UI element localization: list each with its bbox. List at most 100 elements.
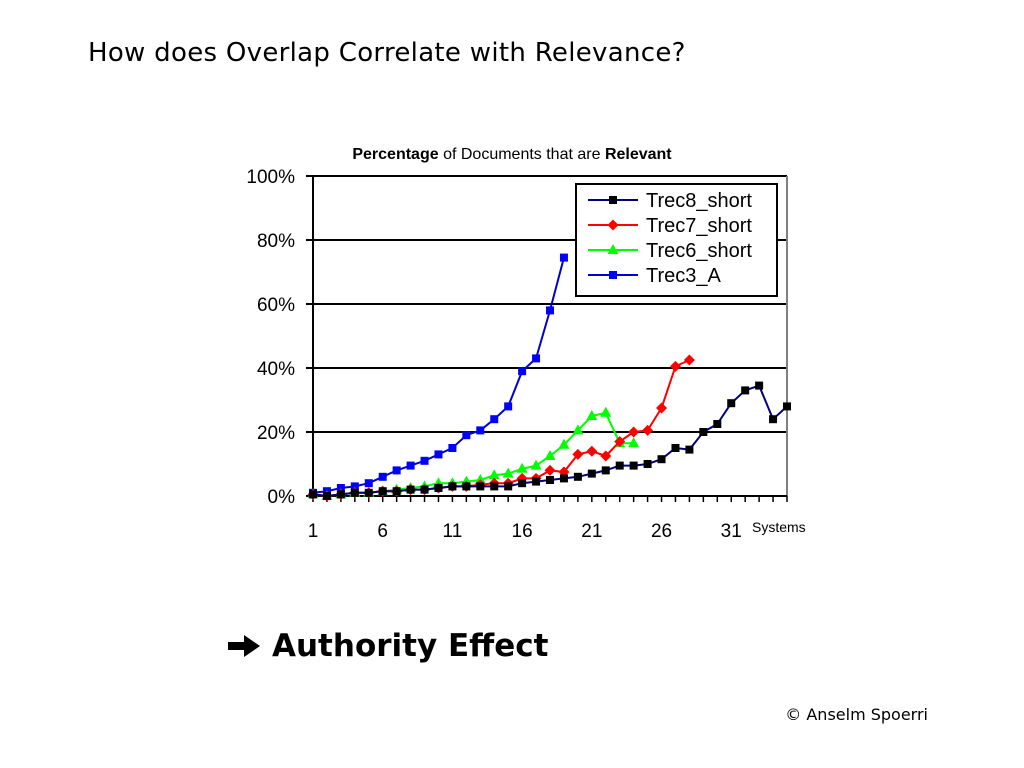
data-point bbox=[476, 426, 485, 435]
data-point bbox=[586, 445, 598, 457]
data-point bbox=[532, 354, 541, 363]
legend-item: Trec8_short bbox=[588, 190, 752, 212]
data-point bbox=[783, 402, 791, 411]
data-point bbox=[309, 490, 317, 499]
y-tick-label: 20% bbox=[257, 423, 295, 444]
data-point bbox=[741, 386, 750, 395]
data-point bbox=[572, 424, 584, 435]
data-point bbox=[755, 381, 764, 390]
data-point bbox=[448, 482, 457, 491]
data-point bbox=[474, 474, 486, 484]
x-tick-label: 11 bbox=[443, 521, 463, 542]
data-point bbox=[546, 306, 554, 315]
data-point bbox=[364, 479, 373, 488]
legend-label: Trec6_short bbox=[646, 240, 752, 262]
legend-swatch-marker bbox=[609, 196, 617, 204]
arrow-right-icon bbox=[228, 635, 260, 657]
data-point bbox=[406, 461, 415, 470]
data-point bbox=[364, 488, 373, 497]
data-point bbox=[378, 472, 387, 481]
data-point bbox=[462, 482, 471, 491]
data-point bbox=[392, 466, 401, 475]
data-point bbox=[586, 410, 598, 420]
x-tick-label: 21 bbox=[581, 521, 602, 542]
data-point bbox=[642, 424, 654, 436]
data-point bbox=[643, 460, 652, 468]
series-trec3-a bbox=[309, 253, 568, 497]
legend-item: Trec3_A bbox=[588, 265, 722, 287]
data-point bbox=[544, 464, 556, 476]
data-point bbox=[434, 484, 443, 492]
data-point bbox=[657, 455, 666, 464]
data-point bbox=[434, 450, 443, 459]
data-point bbox=[669, 360, 681, 372]
data-point bbox=[502, 467, 514, 478]
legend-label: Trec7_short bbox=[646, 215, 752, 237]
copyright-credit: © Anselm Spoerri bbox=[785, 705, 928, 724]
data-point bbox=[518, 479, 527, 488]
chart-title-part: of Documents that are bbox=[439, 146, 605, 163]
legend-swatch-marker bbox=[609, 271, 617, 279]
chart-title-part: Relevant bbox=[605, 146, 672, 163]
data-point bbox=[601, 466, 610, 475]
x-tick-label: 31 bbox=[721, 521, 742, 542]
x-axis-label: Systems bbox=[752, 519, 806, 535]
data-point bbox=[420, 456, 429, 465]
data-point bbox=[558, 438, 570, 449]
data-point bbox=[656, 402, 668, 414]
data-point bbox=[530, 459, 542, 470]
data-point bbox=[699, 428, 708, 436]
data-point bbox=[546, 476, 554, 484]
data-point bbox=[476, 482, 485, 491]
y-tick-label: 80% bbox=[257, 231, 295, 252]
x-tick-label: 6 bbox=[377, 521, 388, 542]
series-line bbox=[312, 411, 634, 497]
data-point bbox=[685, 445, 694, 454]
data-point bbox=[378, 487, 387, 496]
data-point bbox=[406, 485, 415, 494]
data-point bbox=[350, 482, 359, 491]
data-point bbox=[572, 448, 584, 460]
data-point bbox=[683, 354, 695, 366]
data-point bbox=[587, 469, 596, 478]
y-tick-label: 60% bbox=[257, 295, 295, 316]
legend-item: Trec6_short bbox=[588, 240, 752, 262]
conclusion-text: Authority Effect bbox=[272, 628, 549, 664]
data-point bbox=[600, 450, 612, 462]
chart-title: Percentage of Documents that are Relevan… bbox=[352, 146, 672, 163]
y-tick-label: 40% bbox=[257, 359, 295, 380]
x-tick-label: 16 bbox=[512, 521, 533, 542]
data-point bbox=[628, 426, 640, 438]
legend-label: Trec8_short bbox=[646, 190, 752, 212]
y-tick-label: 0% bbox=[268, 487, 296, 508]
y-tick-label: 100% bbox=[246, 167, 295, 188]
data-point bbox=[628, 437, 640, 448]
conclusion-line: Authority Effect bbox=[226, 628, 549, 664]
series-trec8-short bbox=[309, 381, 791, 500]
data-point bbox=[350, 488, 359, 497]
data-point bbox=[420, 485, 429, 494]
data-point bbox=[336, 490, 345, 499]
data-point bbox=[629, 461, 638, 470]
chart-series bbox=[307, 253, 791, 502]
legend-swatch-marker bbox=[607, 219, 619, 231]
data-point bbox=[600, 406, 612, 417]
data-point bbox=[516, 462, 528, 473]
data-point bbox=[336, 484, 345, 492]
chart-legend: Trec8_short Trec7_short Trec6_short Trec3_A bbox=[575, 183, 778, 297]
data-point bbox=[488, 469, 500, 480]
data-point bbox=[322, 492, 331, 500]
data-point bbox=[615, 461, 624, 470]
data-point bbox=[559, 474, 568, 483]
data-point bbox=[448, 444, 457, 452]
data-point bbox=[532, 477, 541, 486]
x-tick-label: 26 bbox=[651, 521, 672, 542]
data-point bbox=[490, 482, 499, 491]
data-point bbox=[504, 482, 513, 491]
data-point bbox=[727, 399, 736, 408]
legend-swatch-marker bbox=[607, 244, 619, 254]
data-point bbox=[544, 450, 556, 460]
data-point bbox=[769, 415, 778, 424]
data-point bbox=[490, 415, 499, 424]
